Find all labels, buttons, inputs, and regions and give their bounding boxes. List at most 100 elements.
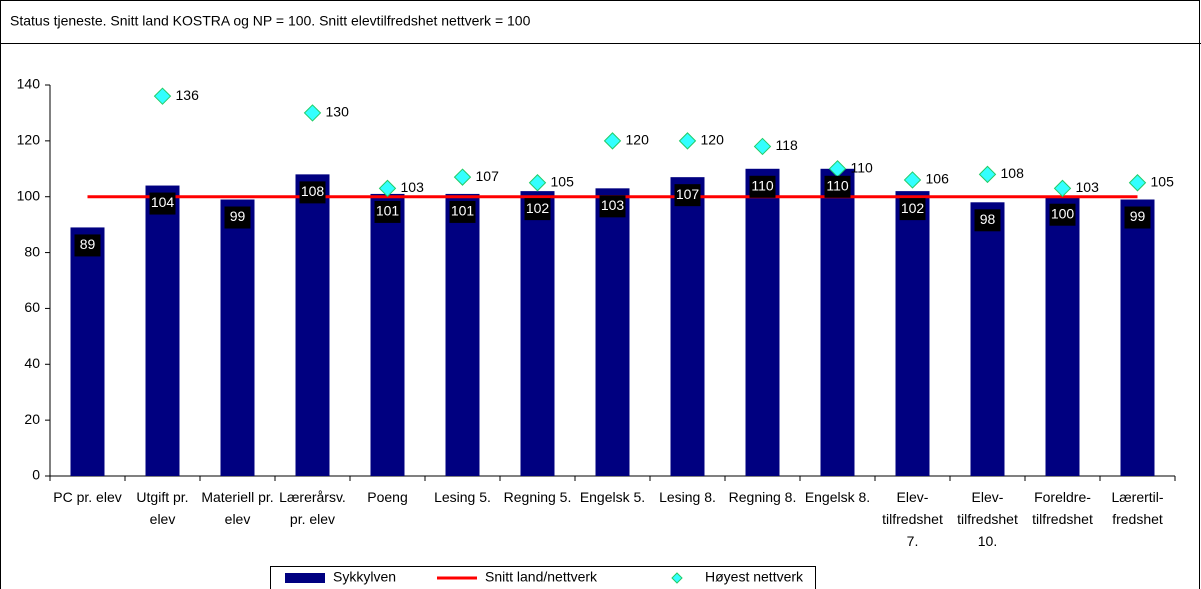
bar [220, 199, 255, 476]
x-tick-label: Lesing 5. [434, 489, 491, 505]
label-background [224, 206, 251, 229]
data-label: 98 [980, 211, 996, 227]
data-label: 99 [1130, 208, 1146, 224]
x-tick-label: Utgift pr. elev [136, 489, 189, 527]
diamond-marker [603, 132, 622, 150]
diamond-marker [378, 179, 397, 198]
legend-box [270, 566, 816, 589]
label-background [599, 195, 626, 218]
label-background [449, 200, 476, 223]
bar [745, 168, 780, 477]
x-tick-label: Elev-tilfredshet 10. [957, 489, 1018, 549]
data-label: 120 [626, 132, 650, 148]
y-tick-label: 20 [24, 411, 40, 427]
bar [595, 188, 630, 477]
label-background [674, 184, 701, 207]
data-label: 101 [376, 203, 400, 219]
bar [520, 191, 555, 476]
diamond-marker [1128, 174, 1147, 192]
data-label: 103 [1076, 179, 1100, 195]
bar [820, 168, 855, 477]
bar [70, 227, 105, 476]
y-tick-label: 40 [24, 355, 40, 371]
data-label: 107 [476, 168, 500, 184]
bar [970, 202, 1005, 477]
x-tick-label: Materiell pr. elev [201, 489, 274, 527]
diamond-marker [453, 168, 472, 186]
x-tick-label: Regning 8. [728, 489, 797, 505]
data-label: 118 [776, 137, 799, 153]
legend-swatch [671, 572, 683, 584]
bar [295, 174, 330, 476]
label-background [149, 192, 176, 215]
label-background [524, 198, 551, 221]
data-label: 102 [526, 200, 550, 216]
diamond-marker [303, 104, 322, 122]
x-tick-label: Lærerårsv. pr. elev [279, 489, 346, 527]
data-label: 105 [551, 173, 575, 189]
legend-label: Sykkylven [333, 569, 396, 585]
data-label: 136 [176, 87, 200, 103]
chart-title: Status tjeneste. Snitt land KOSTRA og NP… [10, 13, 531, 29]
label-background [749, 175, 776, 198]
legend-label: Høyest nettverk [705, 569, 804, 585]
bar [1045, 196, 1080, 476]
bar [445, 193, 480, 476]
diamond-marker [1053, 179, 1072, 198]
data-label: 89 [80, 236, 96, 252]
x-tick-label: Elev-tilfredshet 7. [882, 489, 943, 549]
label-background [1049, 203, 1076, 226]
diamond-marker [978, 165, 997, 184]
diamond-marker [753, 137, 772, 156]
data-label: 108 [301, 183, 325, 199]
data-label: 110 [826, 177, 849, 193]
data-label: 99 [230, 208, 246, 224]
data-label: 103 [401, 179, 425, 195]
data-label: 108 [1001, 165, 1025, 181]
diamond-marker [528, 174, 547, 192]
y-tick-label: 0 [32, 467, 40, 483]
y-tick-label: 60 [24, 299, 40, 315]
y-tick-label: 80 [24, 243, 40, 259]
label-background [74, 234, 101, 257]
bar [370, 193, 405, 476]
y-tick-label: 140 [17, 76, 41, 92]
legend-swatch [285, 573, 325, 583]
data-label: 101 [451, 203, 475, 219]
data-label: 103 [601, 197, 625, 213]
x-tick-label: Poeng [367, 489, 408, 505]
label-background [1124, 206, 1151, 229]
data-label: 104 [151, 194, 175, 210]
label-background [299, 181, 326, 204]
bar [145, 185, 180, 477]
x-tick-label: Foreldre-tilfredshet [1032, 489, 1093, 527]
diamond-marker [153, 87, 172, 105]
diamond-marker [678, 132, 697, 150]
x-tick-label: Lesing 8. [659, 489, 716, 505]
label-background [824, 175, 851, 198]
data-label: 107 [676, 186, 700, 202]
y-tick-label: 100 [17, 187, 41, 203]
legend-label: Snitt land/nettverk [485, 569, 598, 585]
data-label: 120 [701, 132, 725, 148]
bar [1120, 199, 1155, 476]
data-label: 100 [1051, 205, 1075, 221]
label-background [974, 209, 1001, 232]
label-background [899, 198, 926, 221]
x-tick-label: Lærertil-fredshet [1111, 489, 1164, 527]
bar [895, 191, 930, 476]
x-tick-label: Engelsk 8. [804, 489, 871, 505]
x-tick-label: PC pr. elev [53, 489, 122, 505]
data-label: 102 [901, 200, 925, 216]
x-tick-label: Regning 5. [503, 489, 572, 505]
bar [670, 177, 705, 476]
y-tick-label: 120 [17, 132, 41, 148]
data-label: 106 [926, 171, 950, 187]
x-tick-label: Engelsk 5. [579, 489, 646, 505]
label-background [374, 200, 401, 223]
diamond-marker [903, 171, 922, 189]
data-label: 130 [326, 104, 350, 120]
